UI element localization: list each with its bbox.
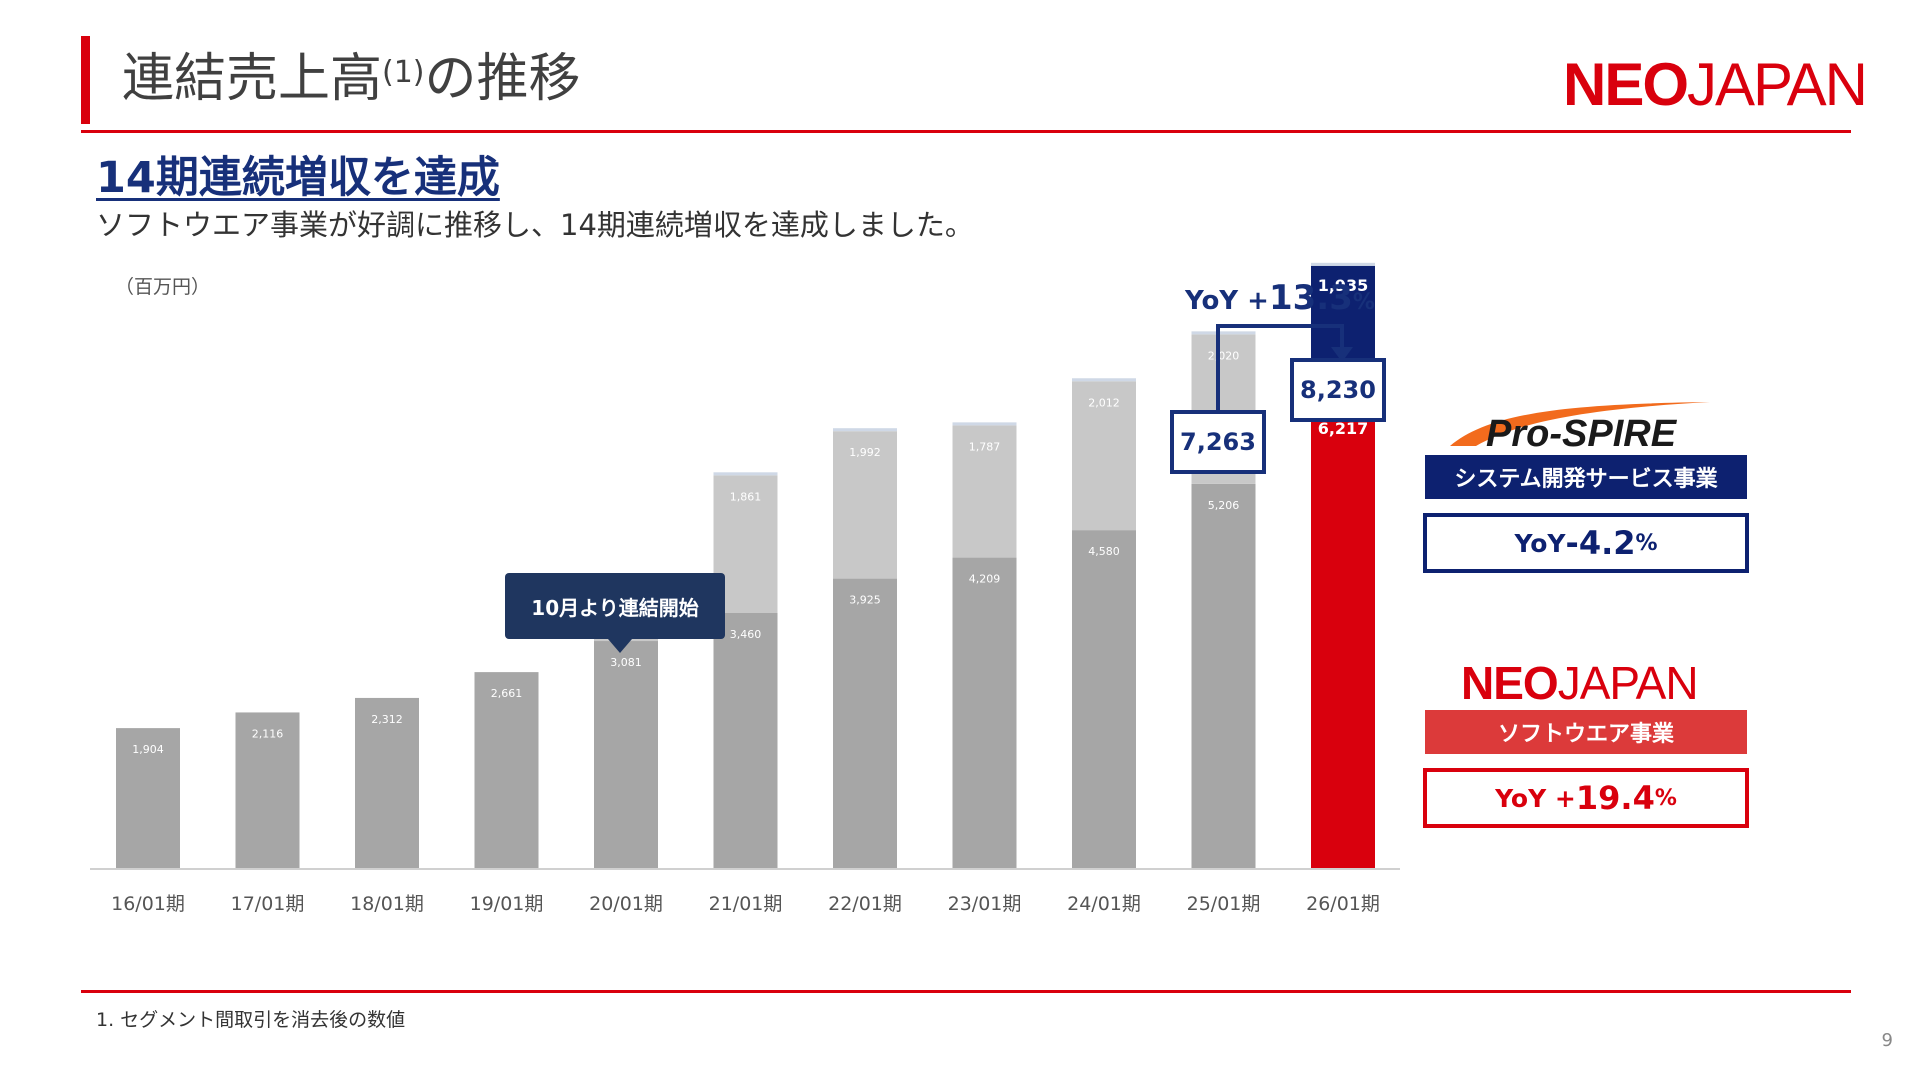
neojapan-logo: NEOJAPAN <box>1563 51 1868 118</box>
system-dev-yoy-box: YoY -4.2% <box>1423 513 1749 573</box>
bar-software-6 <box>833 578 897 869</box>
bar-system-6 <box>833 431 897 579</box>
bar-software-1 <box>235 712 300 869</box>
yoy-total-label: YoY +13.3% <box>1185 278 1375 318</box>
x-tick-label-1: 17/01期 <box>231 893 305 915</box>
software-segment-label: ソフトウエア事業 <box>1425 710 1747 754</box>
bar-software-0 <box>116 728 180 869</box>
label-software-8: 4,580 <box>1088 545 1120 558</box>
footnote: 1. セグメント間取引を消去後の数値 <box>96 1009 406 1031</box>
subheadline: ソフトウエア事業が好調に推移し、14期連続増収を達成しました。 <box>96 208 974 242</box>
label-system-5: 1,861 <box>730 490 762 503</box>
x-tick-label-6: 22/01期 <box>828 893 902 915</box>
x-tick-label-7: 23/01期 <box>948 893 1022 915</box>
x-tick-label-2: 18/01期 <box>350 893 424 915</box>
label-system-10: 1,935 <box>1318 276 1369 295</box>
svg-text:Pro-SPIRE: Pro-SPIRE <box>1486 413 1678 452</box>
prospire-logo: Pro-SPIRE <box>1450 402 1710 452</box>
bar-software-9 <box>1191 483 1256 869</box>
headline: 14期連続増収を達成 <box>96 153 500 203</box>
bar-software-5 <box>713 612 778 869</box>
label-software-9: 5,206 <box>1208 499 1240 512</box>
header-divider <box>81 130 1851 133</box>
x-tick-label-5: 21/01期 <box>709 893 783 915</box>
label-system-9: 2,020 <box>1208 349 1240 362</box>
x-tick-label-10: 26/01期 <box>1306 893 1380 915</box>
software-yoy-box: YoY +19.4% <box>1423 768 1749 828</box>
bar-cap-9 <box>1191 331 1256 335</box>
bar-software-8 <box>1072 530 1136 869</box>
label-software-3: 2,661 <box>491 687 523 700</box>
label-software-4: 3,081 <box>610 656 642 669</box>
label-software-6: 3,925 <box>849 594 881 607</box>
neojapan-segment-logo: NEOJAPAN <box>1461 657 1699 709</box>
page-number: 9 <box>1881 1030 1893 1051</box>
label-system-6: 1,992 <box>849 446 881 459</box>
bar-software-2 <box>355 697 419 869</box>
bar-software-3 <box>474 672 539 869</box>
bar-cap-7 <box>952 422 1017 426</box>
label-software-7: 4,209 <box>969 573 1001 586</box>
total-current-box: 8,230 <box>1290 358 1386 422</box>
yoy-connector-line <box>1216 324 1344 412</box>
yoy-arrow-head <box>1331 347 1353 362</box>
title-accent-bar <box>81 36 90 124</box>
label-software-2: 2,312 <box>371 713 403 726</box>
bar-software-7 <box>952 557 1017 869</box>
bar-cap-5 <box>713 472 778 476</box>
bar-software-10 <box>1311 409 1375 869</box>
bar-cap-8 <box>1072 378 1136 382</box>
system-dev-segment-label: システム開発サービス事業 <box>1425 455 1747 499</box>
x-tick-label-3: 19/01期 <box>470 893 544 915</box>
page-title: 連結売上高(1)の推移 <box>122 49 581 109</box>
label-system-8: 2,012 <box>1088 396 1120 409</box>
x-tick-label-9: 25/01期 <box>1187 893 1261 915</box>
label-software-5: 3,460 <box>730 628 762 641</box>
x-tick-label-8: 24/01期 <box>1067 893 1141 915</box>
bar-system-8 <box>1072 381 1136 531</box>
label-system-7: 1,787 <box>969 440 1001 453</box>
total-prev-box: 7,263 <box>1170 410 1266 474</box>
x-tick-label-0: 16/01期 <box>111 893 185 915</box>
x-tick-label-4: 20/01期 <box>589 893 663 915</box>
bar-cap-10 <box>1311 262 1375 266</box>
label-software-0: 1,904 <box>132 743 164 756</box>
bar-system-7 <box>952 425 1017 558</box>
label-software-1: 2,116 <box>252 727 284 740</box>
consolidation-callout: 10月より連結開始 <box>505 573 725 653</box>
bar-cap-6 <box>833 428 897 432</box>
unit-label: （百万円） <box>115 276 211 298</box>
label-software-10: 6,217 <box>1318 419 1369 438</box>
footer-divider <box>81 990 1851 993</box>
bar-software-4 <box>594 641 658 869</box>
